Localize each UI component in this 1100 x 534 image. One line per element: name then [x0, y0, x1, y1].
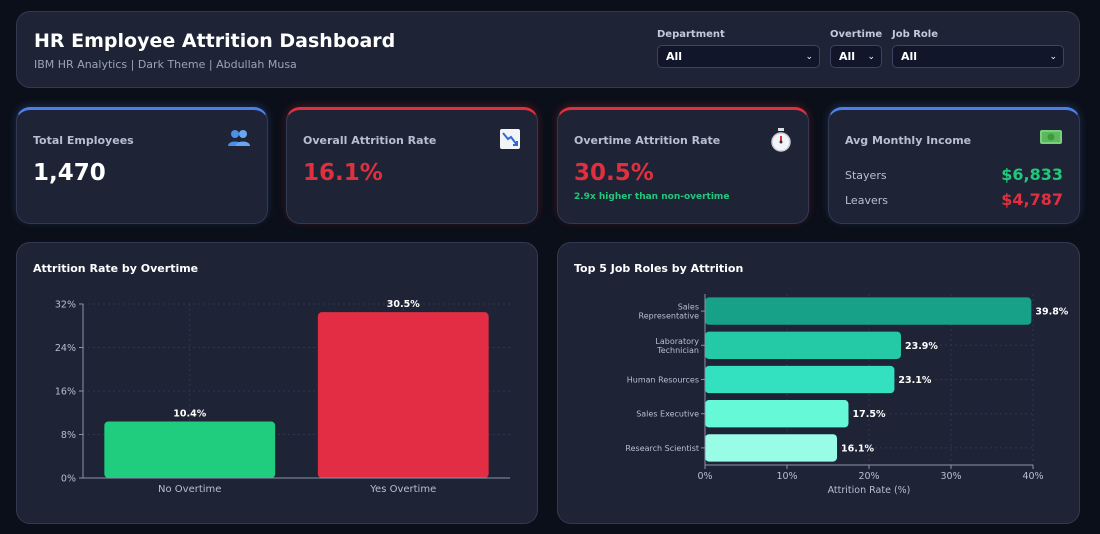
y-tick-label: Sales — [678, 303, 699, 312]
job-roles-chart-panel: Top 5 Job Roles by Attrition 0% 10% 20% 30%… — [557, 242, 1080, 524]
x-tick-label: 30% — [940, 471, 961, 482]
kpi-value: 1,470 — [33, 160, 106, 186]
overtime-select-value: All — [839, 50, 856, 63]
overtime-filter-label: Overtime — [830, 29, 883, 40]
overtime-select[interactable]: All ⌄ — [830, 45, 882, 68]
kpi-label: Total Employees — [33, 134, 134, 147]
bar — [705, 400, 849, 428]
job-role-select[interactable]: All ⌄ — [892, 45, 1064, 68]
chevron-down-icon: ⌄ — [805, 51, 813, 62]
x-tick-label: 20% — [858, 471, 879, 482]
department-filter: Department All ⌄ — [657, 29, 820, 68]
x-tick-label: 10% — [776, 471, 797, 482]
y-tick-label: Representative — [639, 312, 700, 321]
chart-title: Attrition Rate by Overtime — [33, 262, 199, 275]
y-tick-label: 32% — [55, 300, 76, 311]
stayers-label: Stayers — [845, 169, 887, 182]
chart-down-icon — [499, 128, 521, 155]
people-icon — [227, 128, 251, 153]
stopwatch-icon — [770, 128, 792, 157]
bar — [705, 331, 901, 359]
data-label: 30.5% — [387, 299, 420, 310]
kpi-label: Overtime Attrition Rate — [574, 134, 721, 147]
dashboard-subtitle: IBM HR Analytics | Dark Theme | Abdullah… — [34, 58, 297, 71]
bar — [705, 434, 838, 462]
kpi-value: 16.1% — [303, 160, 383, 186]
kpi-note: 2.9x higher than non-overtime — [574, 192, 730, 202]
leavers-value: $4,787 — [1001, 190, 1063, 209]
y-tick-label: Technician — [656, 346, 699, 355]
kpi-avg-income: Avg Monthly Income Stayers $6,833 Leaver… — [828, 107, 1080, 224]
kpi-value: 30.5% — [574, 160, 654, 186]
kpi-total-employees: Total Employees 1,470 — [16, 107, 268, 224]
dashboard-title: HR Employee Attrition Dashboard — [34, 30, 396, 52]
y-tick-label: Laboratory — [655, 337, 699, 346]
department-select[interactable]: All ⌄ — [657, 45, 820, 68]
data-label: 10.4% — [173, 408, 206, 419]
x-axis-label: Attrition Rate (%) — [828, 485, 911, 496]
overtime-filter: Overtime All ⌄ — [830, 29, 882, 68]
chevron-down-icon: ⌄ — [867, 51, 875, 62]
x-tick-label: No Overtime — [158, 484, 221, 495]
y-tick-label: Research Scientist — [625, 444, 699, 453]
y-tick-label: 0% — [61, 474, 76, 485]
department-select-value: All — [666, 50, 683, 63]
bar — [104, 421, 276, 478]
data-label: 23.1% — [898, 375, 931, 386]
bar — [705, 365, 895, 394]
y-tick-label: 8% — [61, 430, 76, 441]
y-tick-label: Sales Executive — [636, 410, 699, 419]
stayers-value: $6,833 — [1001, 165, 1063, 184]
x-tick-label: Yes Overtime — [369, 484, 436, 495]
kpi-label: Overall Attrition Rate — [303, 134, 437, 147]
job-role-filter: Job Role All ⌄ — [892, 29, 1064, 68]
header-panel: HR Employee Attrition Dashboard IBM HR A… — [16, 11, 1080, 88]
bar — [317, 312, 489, 478]
money-icon — [1039, 128, 1063, 151]
chart-title: Top 5 Job Roles by Attrition — [574, 262, 744, 275]
data-label: 17.5% — [853, 409, 886, 420]
overtime-chart-panel: Attrition Rate by Overtime 0% 8% 16% 24% 32%… — [16, 242, 538, 524]
department-filter-label: Department — [657, 29, 725, 40]
data-label: 23.9% — [905, 341, 938, 352]
overtime-bar-chart: 0% 8% 16% 24% 32% 10.4% No Overtime 30.5% Yes Ov… — [55, 299, 510, 495]
x-tick-label: 0% — [697, 471, 712, 482]
data-label: 16.1% — [841, 443, 874, 454]
job-role-filter-label: Job Role — [892, 29, 939, 40]
chevron-down-icon: ⌄ — [1049, 51, 1057, 62]
y-tick-label: 16% — [55, 387, 76, 398]
kpi-label: Avg Monthly Income — [845, 134, 972, 147]
leavers-label: Leavers — [845, 194, 888, 207]
data-label: 39.8% — [1035, 307, 1068, 318]
y-tick-label: 24% — [55, 343, 76, 354]
y-tick-label: Human Resources — [627, 376, 699, 385]
job-role-select-value: All — [901, 50, 918, 63]
kpi-overall-attrition: Overall Attrition Rate 16.1% — [286, 107, 538, 224]
bar — [705, 297, 1032, 325]
x-tick-label: 40% — [1022, 471, 1043, 482]
kpi-overtime-attrition: Overtime Attrition Rate 30.5% 2.9x highe… — [557, 107, 809, 224]
